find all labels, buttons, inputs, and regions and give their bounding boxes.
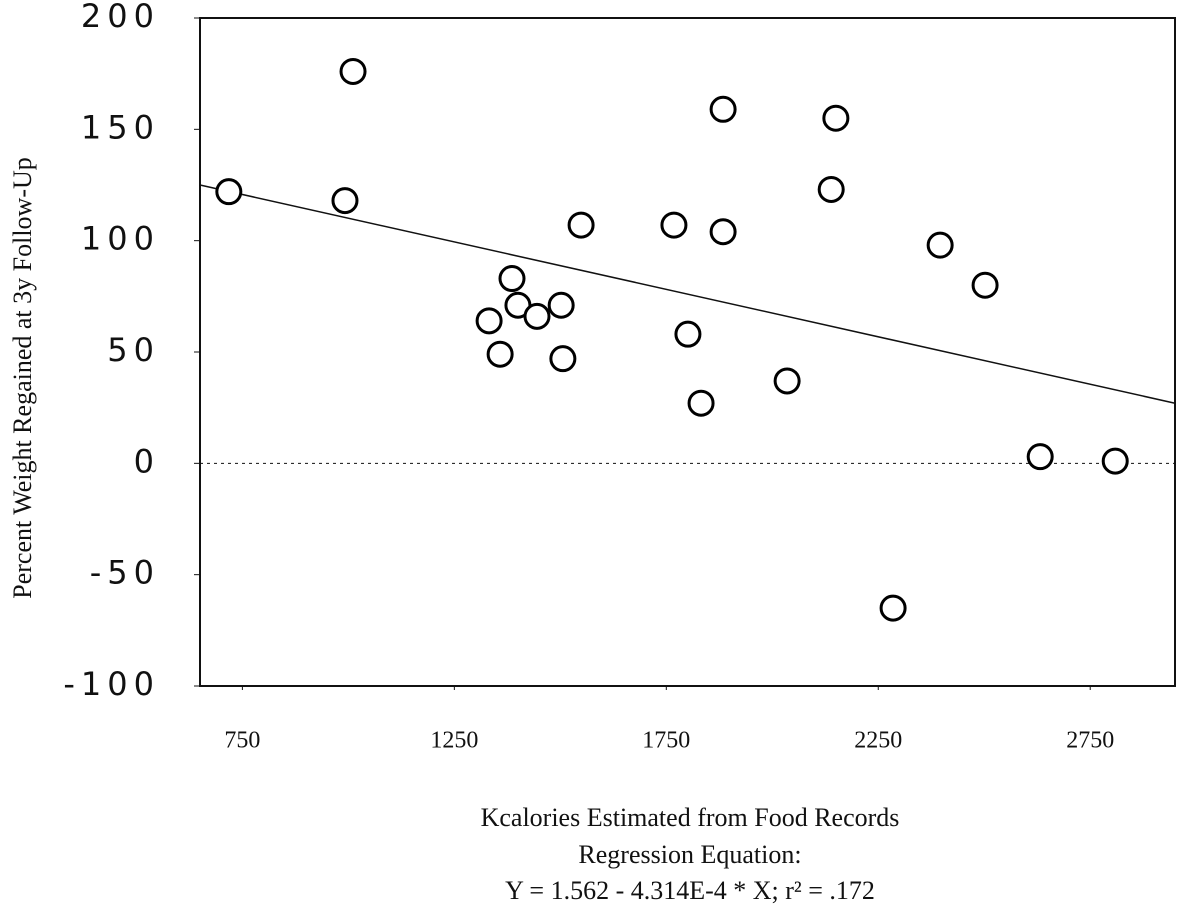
point [549,345,577,373]
x-axis-label: Kcalories Estimated from Food Records [481,803,900,832]
x-tick-label: 750 [224,728,260,754]
point [674,320,702,348]
x-tick-label: 2750 [1066,728,1114,754]
y-tick-label: 150 [81,108,160,146]
y-tick-label: 50 [107,331,160,369]
subtitle: Regression Equation: [578,840,801,869]
point [523,302,551,330]
point [486,340,514,368]
y-tick-label: -100 [63,665,160,703]
y-tick-label: -50 [90,554,160,592]
point [1026,443,1054,471]
y-tick-label: 0 [134,442,160,480]
y-tick-label: 200 [81,0,160,35]
point [475,307,503,335]
y-axis-label: Percent Weight Regained at 3y Follow-Up [8,157,37,599]
point [339,57,367,85]
point [773,367,801,395]
point [926,231,954,259]
y-tick-label: 100 [81,220,160,258]
point [1101,447,1129,475]
point [215,178,243,206]
point [822,104,850,132]
point [660,211,688,239]
plot-frame [199,17,1176,687]
point [331,187,359,215]
point [547,291,575,319]
point [817,175,845,203]
point [709,218,737,246]
point [971,271,999,299]
point [567,211,595,239]
point [498,265,526,293]
annotation: Y = 1.562 - 4.314E-4 * X; r² = .172 [505,876,875,905]
trend-line [199,184,1176,404]
x-tick-label: 1250 [430,728,478,754]
point [687,389,715,417]
x-tick-label: 2250 [854,728,902,754]
point [879,594,907,622]
x-tick-label: 1750 [642,728,690,754]
point [709,95,737,123]
